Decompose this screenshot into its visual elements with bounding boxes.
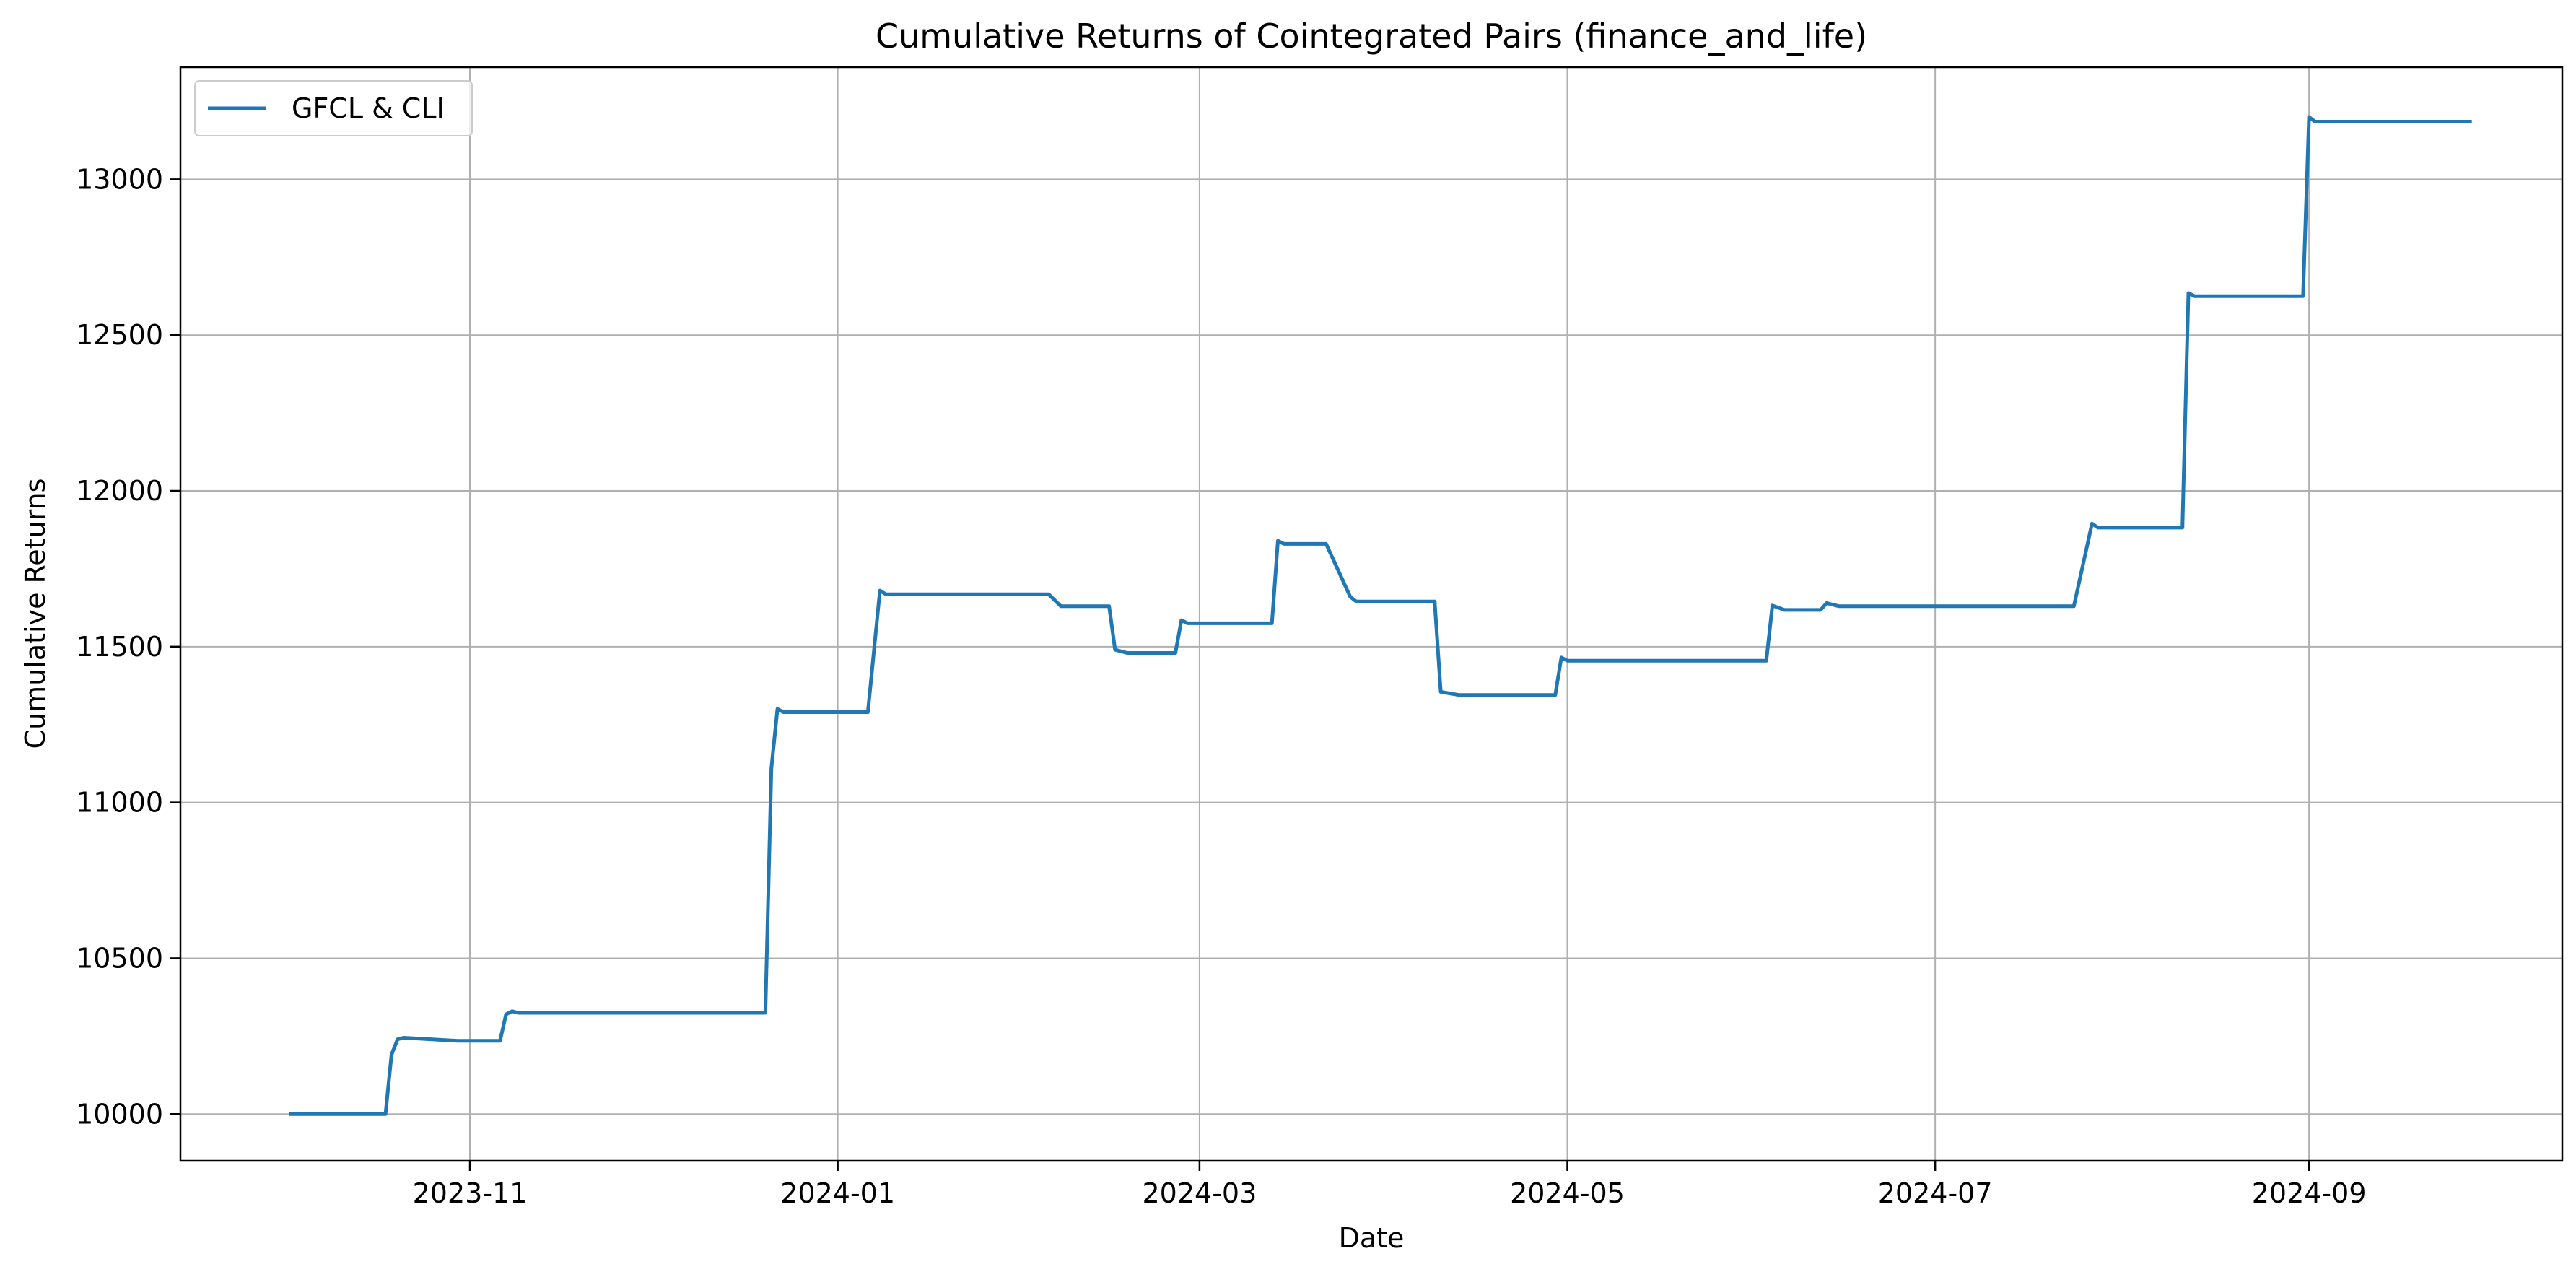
y-tick-label: 12000 xyxy=(76,475,163,507)
x-tick-label: 2024-09 xyxy=(2252,1177,2367,1209)
x-axis: 2023-11 2024-01 2024-03 2024-05 2024-07 2024-… xyxy=(413,1161,2367,1209)
legend-frame xyxy=(194,80,473,136)
y-tick-label: 10500 xyxy=(76,942,163,974)
y-tick-label: 12500 xyxy=(76,319,163,351)
x-tick-label: 2024-01 xyxy=(780,1177,895,1209)
x-axis-label: Date xyxy=(1339,1222,1405,1254)
chart-title: Cumulative Returns of Cointegrated Pairs… xyxy=(876,17,1867,56)
x-tick-label: 2024-03 xyxy=(1143,1177,1257,1209)
series-line-0 xyxy=(289,115,2472,1116)
y-tick-label: 11000 xyxy=(76,787,163,819)
series-layer xyxy=(289,115,2472,1116)
y-axis: 10000 10500 11000 11500 12000 12500 13000 xyxy=(76,163,180,1130)
y-tick-label: 13000 xyxy=(76,163,163,195)
y-axis-label: Cumulative Returns xyxy=(19,479,51,749)
y-tick-label: 10000 xyxy=(76,1098,163,1130)
legend-label: GFCL & CLI xyxy=(292,92,445,124)
legend: GFCL & CLI xyxy=(194,80,473,136)
grid xyxy=(180,67,2562,1161)
y-tick-label: 11500 xyxy=(76,631,163,663)
plot-frame xyxy=(179,66,2564,1162)
x-tick-label: 2023-11 xyxy=(413,1177,528,1209)
x-tick-label: 2024-07 xyxy=(1878,1177,1993,1209)
x-tick-label: 2024-05 xyxy=(1510,1177,1625,1209)
